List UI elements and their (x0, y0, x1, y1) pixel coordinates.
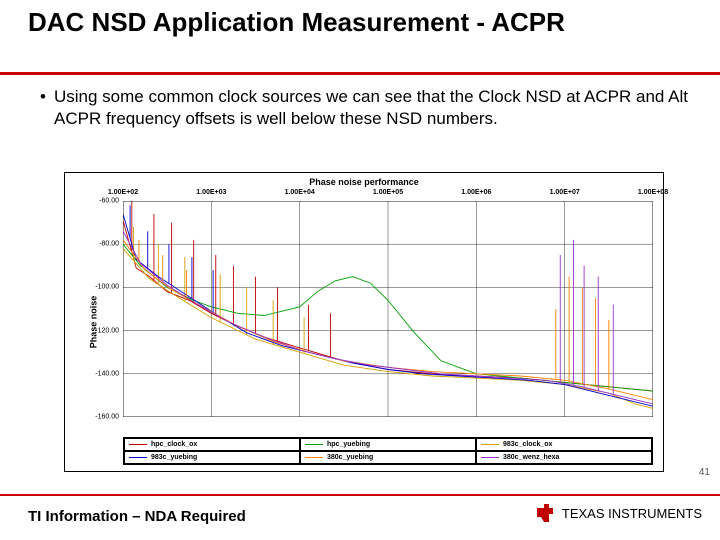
y-tick-label: -120.00 (87, 327, 119, 334)
y-tick-label: -80.00 (87, 241, 119, 248)
page-number: 41 (699, 467, 710, 478)
x-tick-label: 1.00E+06 (461, 189, 491, 196)
legend-label: hpc_yuebing (327, 441, 370, 448)
legend-label: 983c_yuebing (151, 454, 197, 461)
phase-noise-chart: Phase noise performance Phase noise 1.00… (64, 172, 664, 472)
legend-swatch (305, 457, 323, 458)
title-underline (0, 72, 720, 75)
bullet-text: Using some common clock sources we can s… (54, 86, 690, 130)
y-tick-label: -60.00 (87, 198, 119, 205)
legend-label: 380c_wenz_hexa (503, 454, 559, 461)
chart-plot-area: 1.00E+021.00E+031.00E+041.00E+051.00E+06… (123, 201, 653, 417)
ti-logo-icon (534, 502, 556, 524)
bullet-dot: • (40, 86, 54, 130)
y-tick-label: -100.00 (87, 284, 119, 291)
legend-label: 983c_clock_ox (503, 441, 552, 448)
legend-swatch (305, 444, 323, 445)
y-tick-label: -140.00 (87, 370, 119, 377)
slide-title: DAC NSD Application Measurement - ACPR (28, 8, 700, 38)
footer-line (0, 494, 720, 496)
legend-item: 380c_yuebing (300, 451, 476, 464)
chart-legend: hpc_clock_ox hpc_yuebing 983c_clock_ox 983c… (123, 437, 653, 465)
legend-item: 983c_clock_ox (476, 438, 652, 451)
x-tick-label: 1.00E+03 (196, 189, 226, 196)
legend-swatch (129, 457, 147, 458)
x-tick-label: 1.00E+08 (638, 189, 668, 196)
x-tick-label: 1.00E+04 (285, 189, 315, 196)
legend-swatch (129, 444, 147, 445)
legend-item: hpc_clock_ox (124, 438, 300, 451)
chart-svg (123, 201, 653, 417)
bullet-list: • Using some common clock sources we can… (40, 86, 690, 130)
ti-logo-text: TEXAS INSTRUMENTS (562, 506, 702, 521)
footer: TI Information – NDA Required TEXAS INST… (0, 494, 720, 540)
chart-title: Phase noise performance (65, 177, 663, 187)
x-tick-label: 1.00E+07 (550, 189, 580, 196)
footer-text: TI Information – NDA Required (28, 508, 246, 525)
y-tick-label: -160.00 (87, 414, 119, 421)
legend-label: 380c_yuebing (327, 454, 373, 461)
legend-swatch (481, 444, 499, 445)
legend-swatch (481, 457, 499, 458)
legend-item: 380c_wenz_hexa (476, 451, 652, 464)
chart-ylabel: Phase noise (88, 296, 98, 349)
legend-label: hpc_clock_ox (151, 441, 197, 448)
legend-item: hpc_yuebing (300, 438, 476, 451)
x-tick-label: 1.00E+02 (108, 189, 138, 196)
x-tick-label: 1.00E+05 (373, 189, 403, 196)
ti-logo: TEXAS INSTRUMENTS (534, 502, 702, 524)
legend-item: 983c_yuebing (124, 451, 300, 464)
